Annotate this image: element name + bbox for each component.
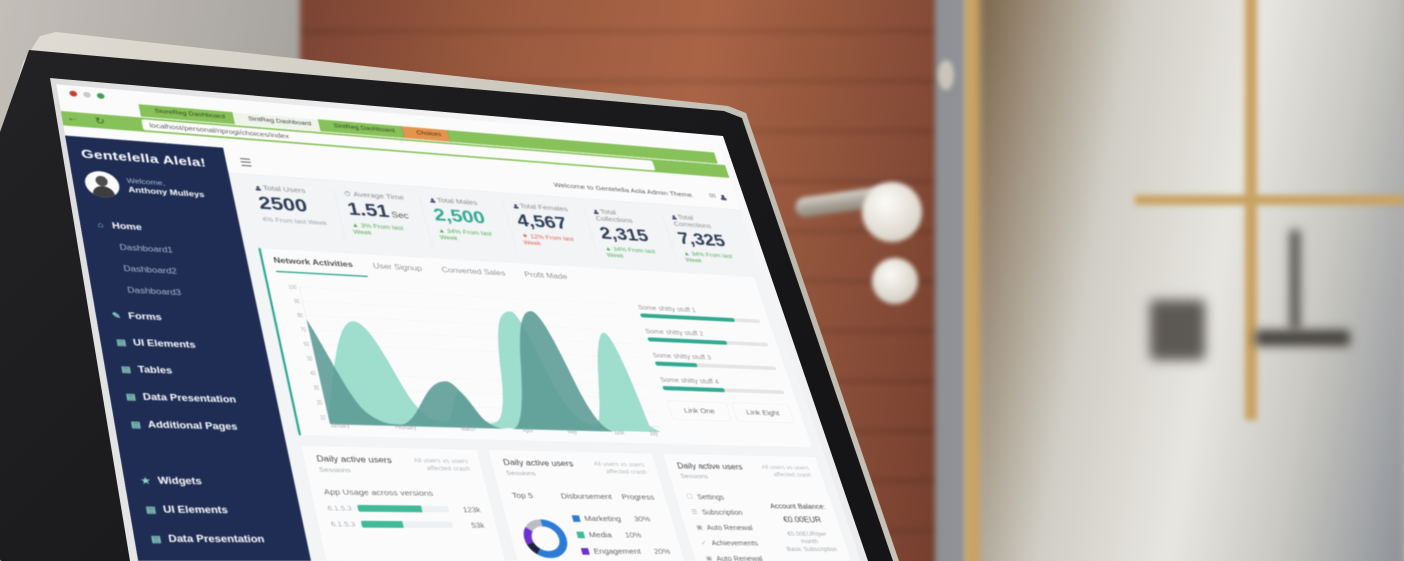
svg-text:60: 60	[303, 341, 310, 348]
svg-text:10: 10	[319, 415, 326, 422]
svg-text:20: 20	[316, 400, 323, 407]
svg-text:100: 100	[288, 284, 298, 291]
svg-text:April: April	[522, 427, 534, 434]
svg-text:January: January	[330, 422, 351, 430]
svg-text:June: June	[613, 430, 626, 437]
svg-text:March: March	[460, 426, 476, 433]
svg-text:90: 90	[293, 298, 300, 305]
svg-text:February: February	[394, 424, 417, 432]
svg-text:30: 30	[313, 385, 320, 392]
svg-text:70: 70	[300, 327, 307, 334]
svg-text:40: 40	[309, 370, 316, 377]
svg-text:80: 80	[297, 313, 304, 320]
svg-text:50: 50	[306, 356, 313, 363]
